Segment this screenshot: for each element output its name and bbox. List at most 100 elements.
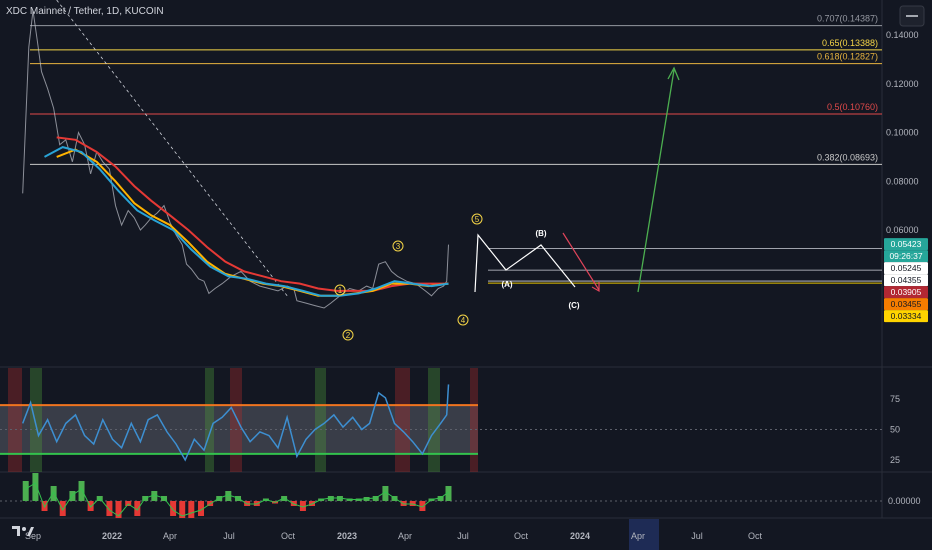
price-badge xyxy=(884,238,928,251)
price-axis-tick: 0.14000 xyxy=(886,30,919,40)
correction-label: (B) xyxy=(535,229,546,238)
time-axis-tick: 2022 xyxy=(102,531,122,541)
time-axis-tick: Oct xyxy=(748,531,763,541)
macd-bar xyxy=(299,501,306,511)
rsi-axis-tick: 25 xyxy=(890,455,900,465)
price-badge xyxy=(884,262,928,275)
arrow-head xyxy=(591,282,600,293)
chart-title: XDC Mainnet / Tether, 1D, KUCOIN xyxy=(6,6,164,17)
macd-signal-line xyxy=(25,482,449,517)
wave-label-circle xyxy=(392,240,404,252)
price-badge-label: 0.03334 xyxy=(891,311,922,321)
rsi-axis-tick: 50 xyxy=(890,425,900,435)
macd-bar xyxy=(445,486,452,501)
macd-bar xyxy=(50,486,57,501)
time-axis-tick: Jul xyxy=(457,531,469,541)
correction-label: (A) xyxy=(501,280,512,289)
wave-label: 1 xyxy=(338,286,343,295)
rsi-highlight xyxy=(395,368,410,472)
fib-level-label: 0.5(0.10760) xyxy=(827,102,878,112)
time-axis-tick: Oct xyxy=(514,531,529,541)
macd-bar xyxy=(188,501,195,518)
price-axis-tick: 0.08000 xyxy=(886,176,919,186)
macd-bar xyxy=(225,491,232,501)
correction-label: (C) xyxy=(568,301,579,310)
wave-label-circle xyxy=(334,284,346,296)
macd-bar xyxy=(382,486,389,501)
rsi-highlight xyxy=(230,368,242,472)
rsi-pane xyxy=(0,368,882,472)
logo-mark xyxy=(27,527,34,536)
price-badge-label: 0.04355 xyxy=(891,275,922,285)
macd-bar xyxy=(179,501,186,518)
price-badge-label: 09:26:37 xyxy=(889,251,922,261)
price-badge xyxy=(884,298,928,311)
price-badge-label: 0.05245 xyxy=(891,263,922,273)
time-axis-tick: Apr xyxy=(631,531,645,541)
rsi-highlight xyxy=(30,368,42,472)
macd-pane xyxy=(0,473,882,518)
ema-red-line xyxy=(56,136,449,292)
price-axis-tick: 0.06000 xyxy=(886,225,919,235)
price-badge-label: 0.05423 xyxy=(891,239,922,249)
macd-bar xyxy=(78,481,85,501)
macd-bar xyxy=(170,501,177,516)
macd-bar xyxy=(69,491,76,501)
price-badge xyxy=(884,286,928,299)
macd-axis-tick: 0.00000 xyxy=(888,496,921,506)
price-badge xyxy=(884,250,928,263)
macd-bar xyxy=(151,491,158,501)
macd-bar xyxy=(419,501,426,511)
logo-dot xyxy=(22,527,26,531)
ema-blue-line xyxy=(44,146,449,297)
rsi-highlight xyxy=(315,368,326,472)
projection-red-arrow xyxy=(562,232,600,291)
time-axis-tick: 2024 xyxy=(570,531,590,541)
time-axis-tick: Sep xyxy=(25,531,41,541)
price-badge xyxy=(884,310,928,323)
rsi-highlight xyxy=(8,368,22,472)
fib-level-label: 0.382(0.08693) xyxy=(817,152,878,162)
price-line xyxy=(22,10,449,309)
projection-green-arrow xyxy=(637,69,675,293)
macd-bar xyxy=(22,481,29,501)
rsi-highlight xyxy=(205,368,214,472)
wave-label: 2 xyxy=(346,331,351,340)
macd-bar xyxy=(115,501,122,518)
fib-level-label: 0.707(0.14387) xyxy=(817,14,878,24)
wave-label: 4 xyxy=(461,316,466,325)
price-badge-label: 0.03905 xyxy=(891,287,922,297)
time-axis-tick: Apr xyxy=(163,531,177,541)
rsi-line xyxy=(21,384,450,462)
macd-bar xyxy=(32,473,39,501)
macd-bar xyxy=(198,501,205,516)
time-range-highlight xyxy=(629,519,659,550)
wave-label-circle xyxy=(457,314,469,326)
time-axis-tick: 2023 xyxy=(337,531,357,541)
price-badge-label: 0.03455 xyxy=(891,299,922,309)
time-axis-tick: Apr xyxy=(398,531,412,541)
price-axis-tick: 0.12000 xyxy=(886,79,919,89)
trendline xyxy=(56,0,288,297)
wave-label-circle xyxy=(471,213,483,225)
price-axis-tick: 0.10000 xyxy=(886,128,919,138)
time-axis-tick: Jul xyxy=(691,531,703,541)
time-axis-tick: Jul xyxy=(223,531,235,541)
rsi-band xyxy=(0,405,478,454)
rsi-axis-tick: 75 xyxy=(890,394,900,404)
arrow-head xyxy=(667,66,680,81)
macd-bar xyxy=(134,501,141,516)
projection-path xyxy=(474,233,576,293)
wave-label: 3 xyxy=(396,242,401,251)
fib-level-label: 0.618(0.12827) xyxy=(817,52,878,62)
wave-label: 5 xyxy=(475,215,480,224)
rsi-highlight xyxy=(470,368,478,472)
main-pane: 1 2 3 4 5 (A) (B) (C) xyxy=(22,0,882,341)
fib-level-label: 0.65(0.13388) xyxy=(822,38,878,48)
macd-bar xyxy=(59,501,66,516)
wave-label-circle xyxy=(342,329,354,341)
logo-mark xyxy=(12,526,20,536)
time-axis-tick: Oct xyxy=(281,531,296,541)
macd-bar xyxy=(106,501,113,516)
